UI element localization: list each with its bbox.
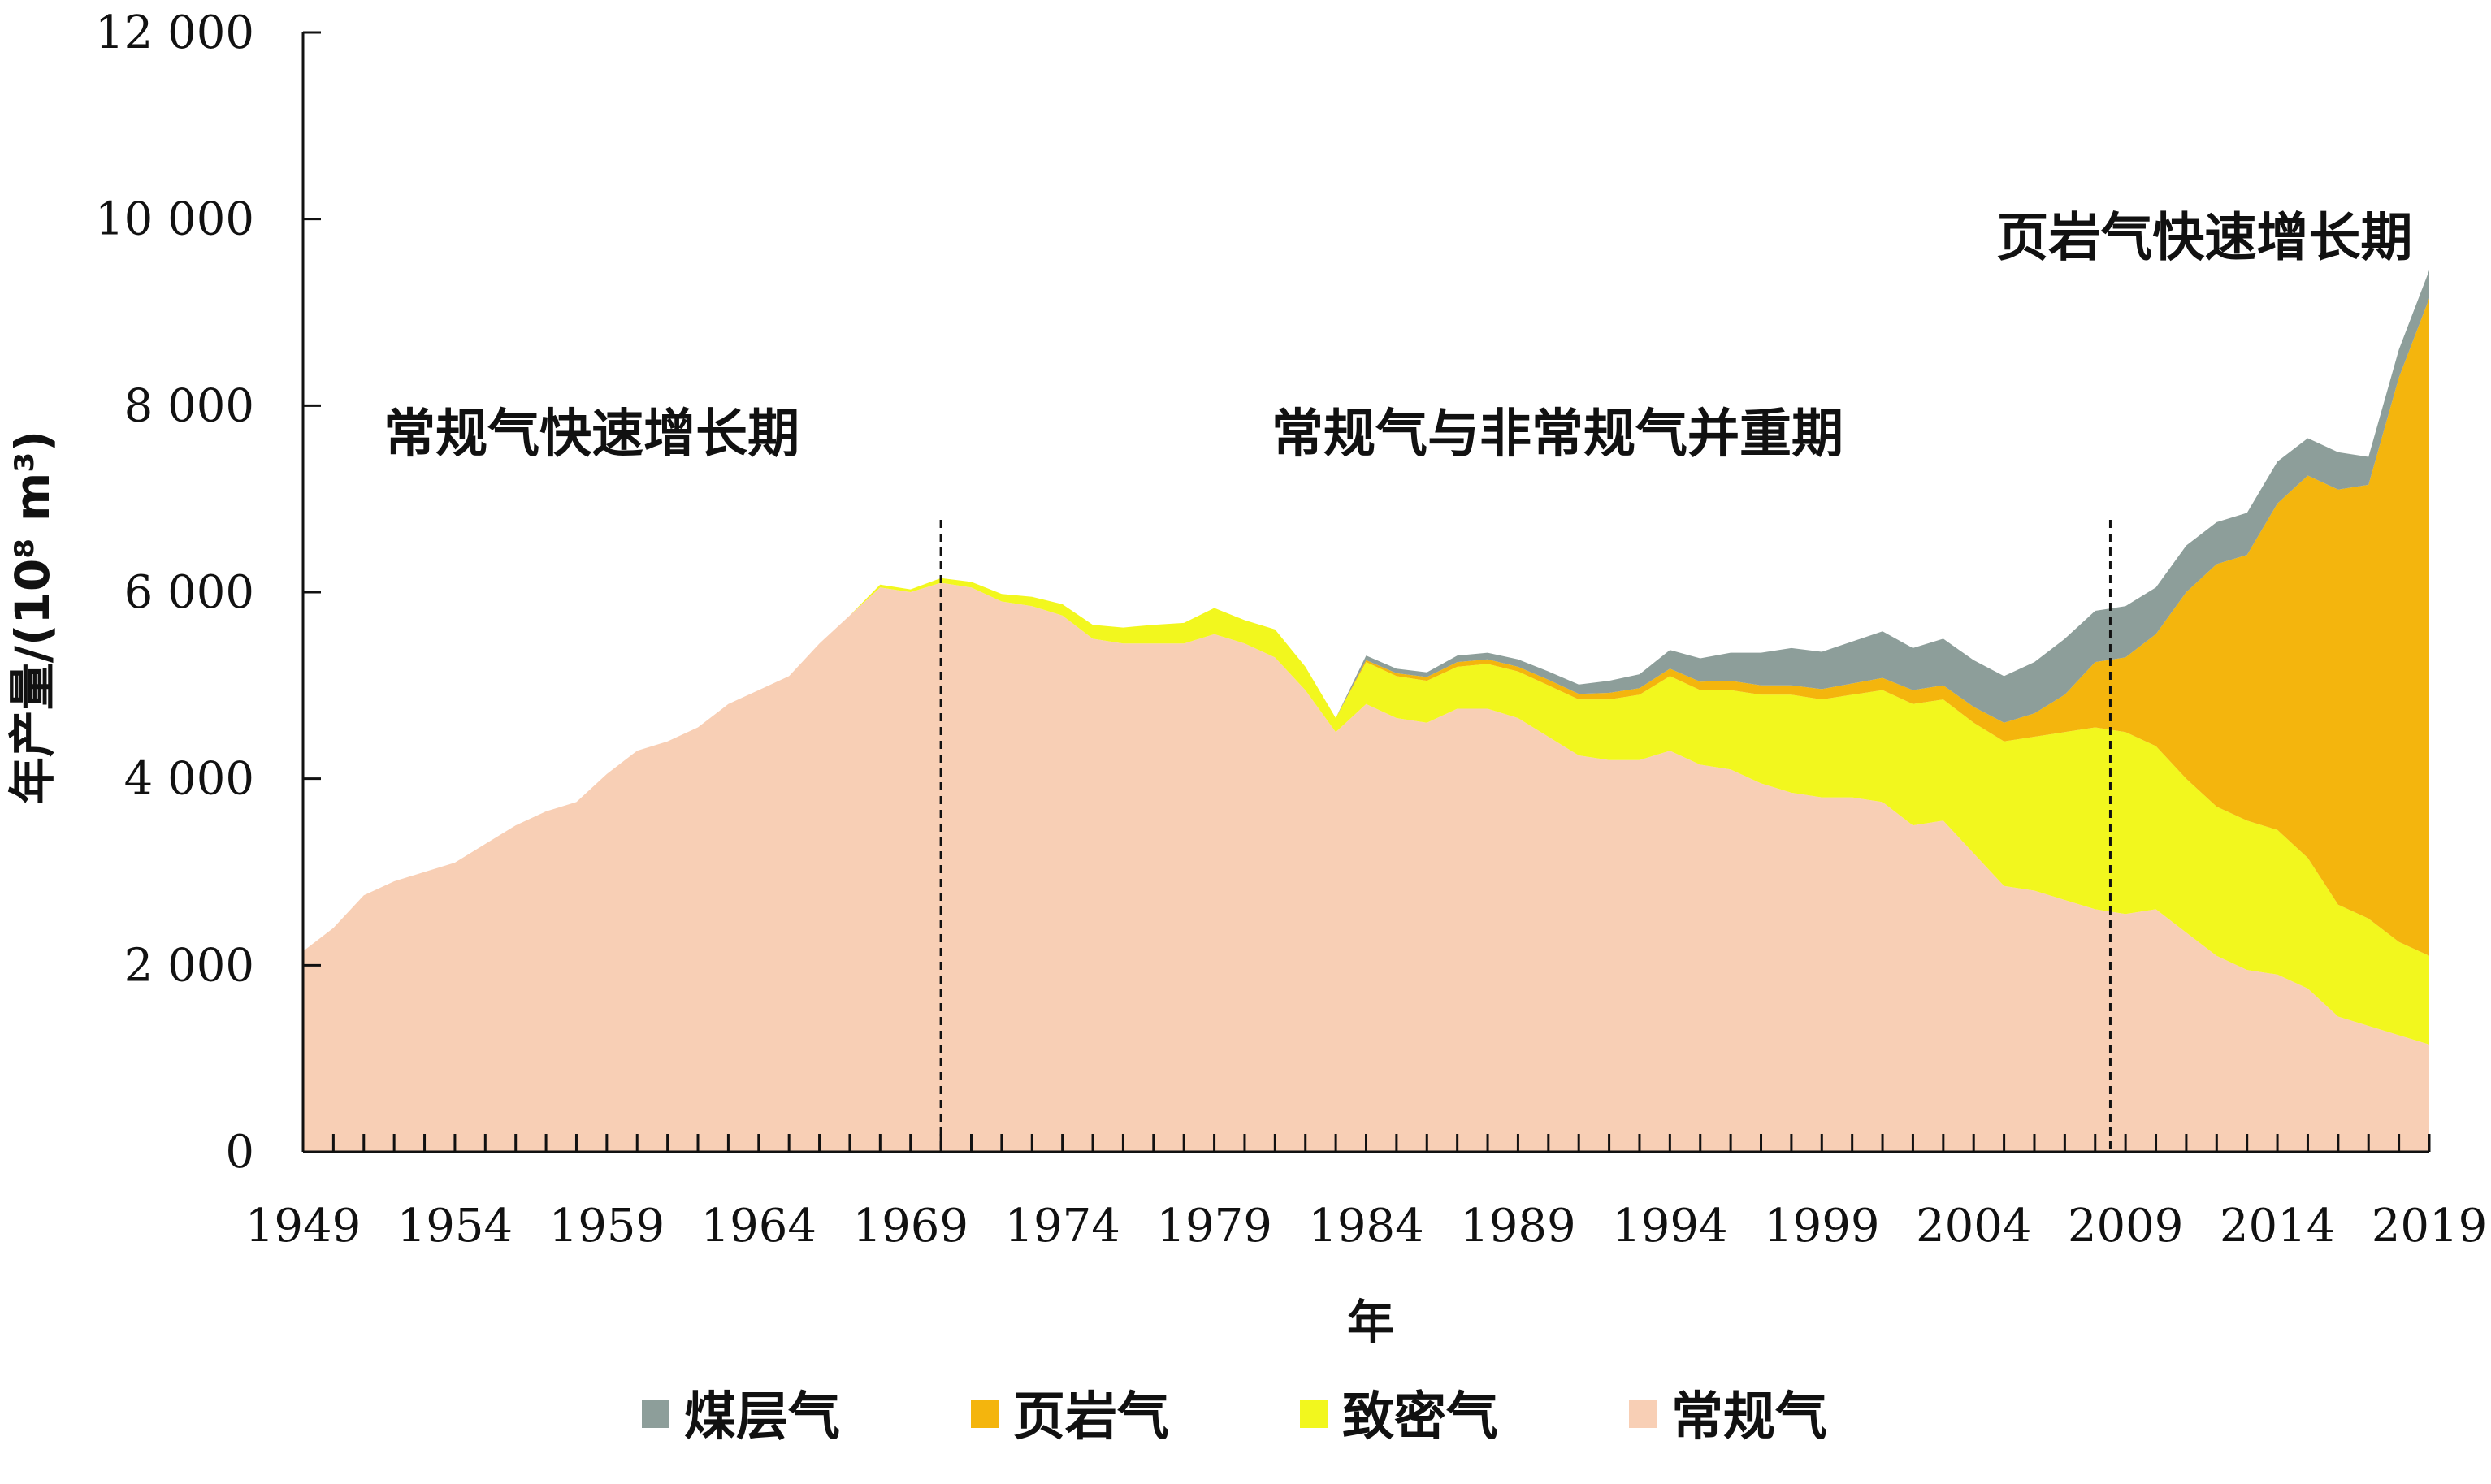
annotations-layer: 常规气快速增长期 常规气与非常规气并重期 页岩气快速增长期 xyxy=(383,209,2412,465)
y-tick-label: 0 xyxy=(225,1126,254,1179)
x-tick-label: 1989 xyxy=(1460,1200,1576,1253)
y-tick-label: 6 000 xyxy=(124,566,254,619)
y-tick-label: 4 000 xyxy=(124,753,254,806)
legend: 煤层气 页岩气 致密气 常规气 xyxy=(642,1387,1827,1447)
x-tick-label: 1999 xyxy=(1764,1200,1880,1253)
y-tick-label: 2 000 xyxy=(124,939,254,992)
legend-swatch xyxy=(971,1400,999,1428)
x-tick-label: 1979 xyxy=(1156,1200,1272,1253)
x-tick-label: 1959 xyxy=(549,1200,665,1253)
axes-layer: 0 2 000 4 000 6 000 8 000 10 000 12 000 1949 195… xyxy=(95,6,2487,1253)
x-tick-label: 1964 xyxy=(701,1200,817,1253)
x-tick-label: 2019 xyxy=(2372,1200,2488,1253)
phase-annotation-1: 常规气与非常规气并重期 xyxy=(1271,405,1843,465)
legend-label: 煤层气 xyxy=(684,1387,840,1447)
area-series-1 xyxy=(303,578,2429,1045)
y-tick-label: 8 000 xyxy=(124,379,254,432)
x-tick-label: 1974 xyxy=(1004,1200,1120,1253)
legend-swatch xyxy=(642,1400,669,1428)
x-tick-label: 1984 xyxy=(1308,1200,1424,1253)
y-axis-title: 年产量/(10⁸ m³) xyxy=(5,430,60,804)
areas-layer xyxy=(303,270,2429,1152)
x-tick-label: 1949 xyxy=(245,1200,362,1253)
phase-annotation-0: 常规气快速增长期 xyxy=(383,405,799,465)
x-tick-label: 2004 xyxy=(1916,1200,2032,1253)
legend-swatch xyxy=(1629,1400,1657,1428)
area-series-0 xyxy=(303,582,2429,1152)
x-axis-title: 年 xyxy=(1347,1295,1394,1350)
y-tick-label: 10 000 xyxy=(95,193,254,246)
x-tick-label: 2014 xyxy=(2220,1200,2336,1253)
phase-annotation-2: 页岩气快速增长期 xyxy=(1996,209,2412,269)
x-tick-label: 1994 xyxy=(1612,1200,1728,1253)
x-tick-label: 1969 xyxy=(852,1200,968,1253)
phase-markers-layer xyxy=(939,520,2112,1152)
legend-label: 页岩气 xyxy=(1013,1387,1169,1447)
x-tick-label: 1954 xyxy=(397,1200,513,1253)
y-tick-label: 12 000 xyxy=(95,6,254,59)
x-tick-label: 2009 xyxy=(2068,1200,2184,1253)
legend-label: 常规气 xyxy=(1671,1387,1827,1447)
legend-swatch xyxy=(1300,1400,1328,1428)
legend-label: 致密气 xyxy=(1342,1387,1498,1447)
